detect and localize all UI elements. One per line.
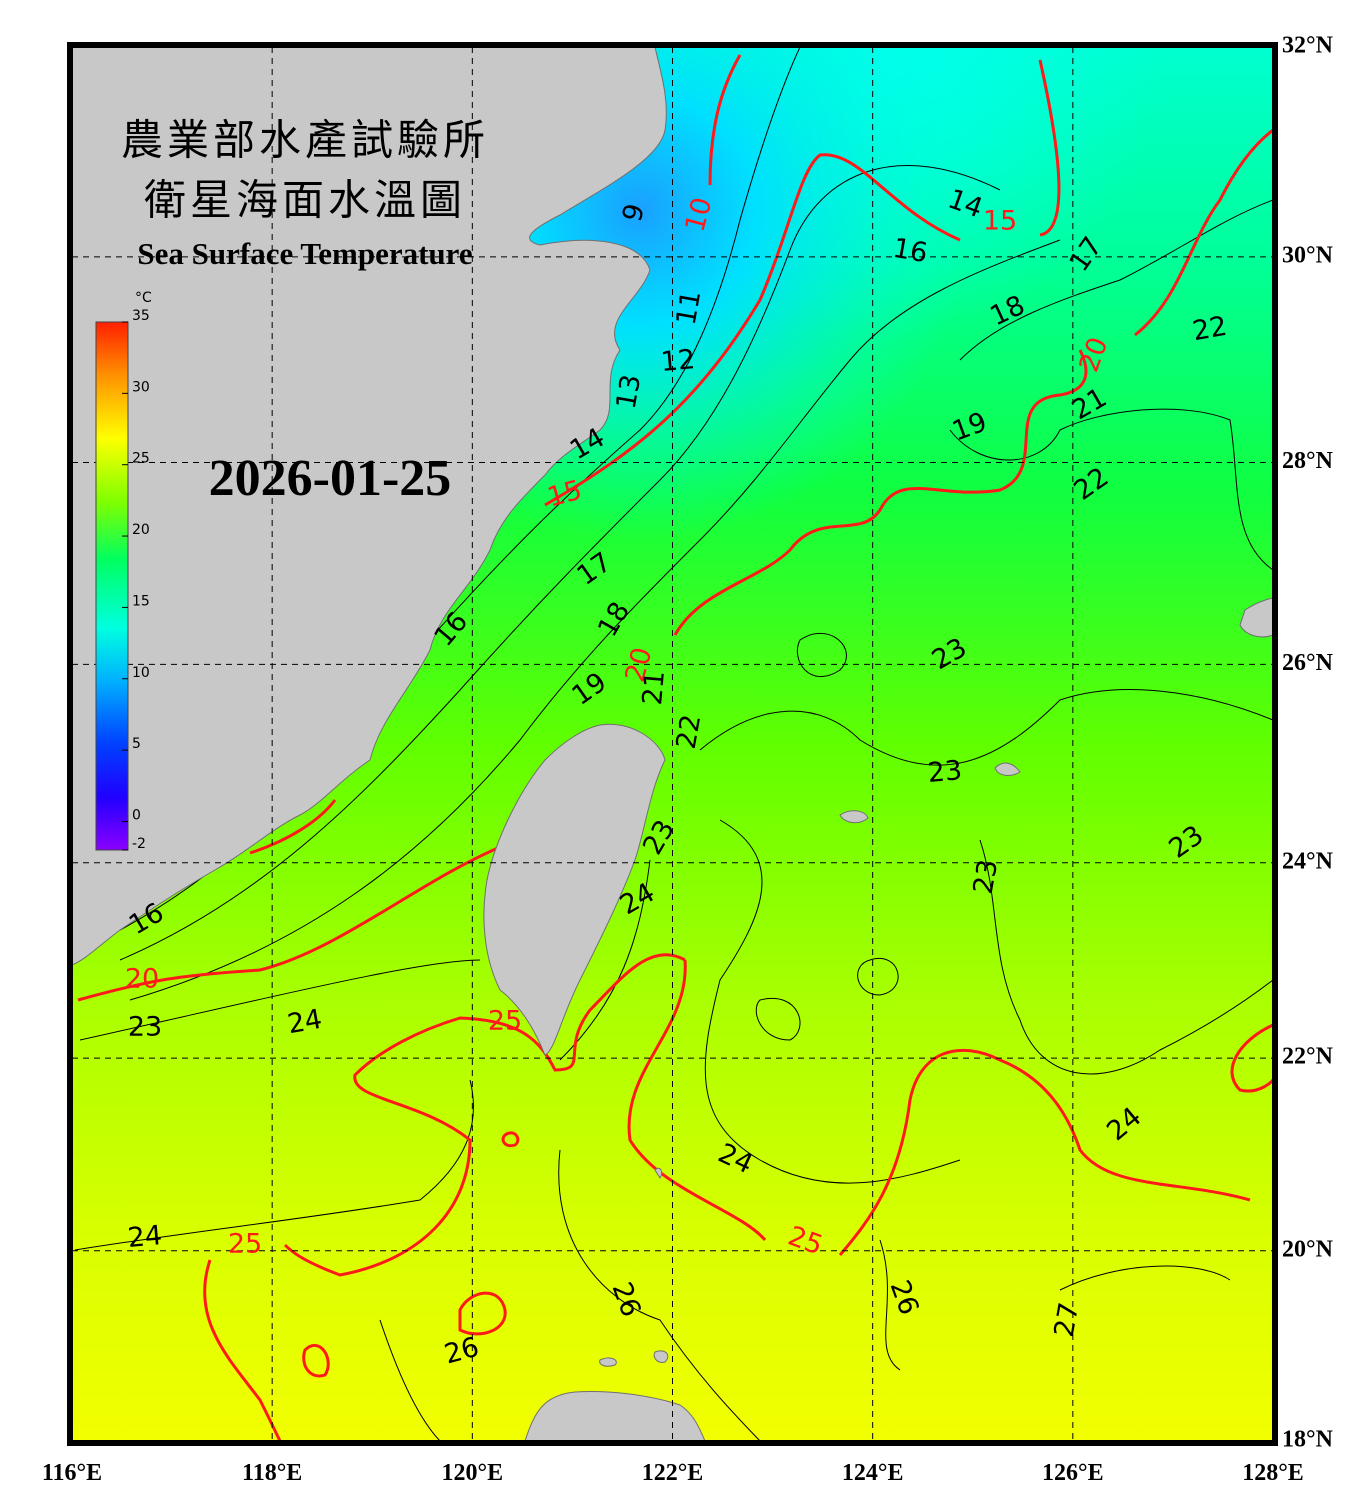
minor-isotherm-label: 24 [285,1004,324,1040]
title-zh-1: 農業部水產試驗所 [121,118,489,165]
y-tick-label: 32°N [1282,33,1334,59]
y-tick-label: 24°N [1282,848,1334,874]
title-en: Sea Surface Temperature [137,236,472,271]
x-tick-label: 116°E [42,1460,102,1486]
minor-isotherm-label: 23 [926,755,963,789]
minor-isotherm-label: 24 [126,1220,163,1254]
y-tick-label: 22°N [1282,1044,1334,1070]
colorbar-tick-label: 5 [132,736,141,752]
y-tick-label: 26°N [1282,650,1334,676]
axes: 116°E 118°E 120°E 122°E 124°E 126°E 128°E 18°N 2… [42,33,1334,1487]
colorbar-tick-label: 35 [132,308,150,324]
x-tick-label: 128°E [1242,1460,1304,1486]
major-isotherm-label: 20 [125,964,159,995]
minor-isotherm-label: 23 [968,857,1004,896]
major-isotherm-label: 25 [488,1006,522,1037]
minor-isotherm-label: 21 [637,669,671,706]
colorbar-tick-label: 0 [132,807,141,823]
luzon [524,1391,706,1441]
y-tick-label: 18°N [1282,1427,1334,1453]
graticule [72,47,1273,1441]
major-isotherm-label: 15 [983,206,1017,237]
minor-isotherm-label: 13 [611,372,647,411]
minor-isotherm-label: 22 [1190,311,1229,347]
minor-isotherm-label: 12 [659,344,696,378]
minor-isotherms [74,47,1273,1441]
colorbar-tick-label: 30 [132,379,150,395]
major-isotherm-label: 25 [228,1229,262,1260]
x-tick-label: 122°E [642,1460,704,1486]
colorbar-tick-label: 10 [132,665,150,681]
minor-isotherm-label: 16 [891,233,930,269]
x-tick-label: 124°E [842,1460,904,1486]
title-zh-2: 衛星海面水溫圖 [144,179,466,225]
colorbar-ticks: -2 0 5 10 15 20 25 30 35 [122,308,150,852]
y-tick-label: 30°N [1282,242,1334,268]
colorbar-tick-label: 25 [132,451,150,467]
x-tick-label: 126°E [1042,1460,1104,1486]
korea-island [1239,597,1273,638]
map-frame [67,42,1278,1446]
date: 2026-01-25 [209,450,452,507]
colorbar-tick-label: 15 [132,593,150,609]
colorbar-unit: °C [135,290,152,306]
colorbar [95,321,129,851]
minor-isotherm-label: 23 [128,1012,162,1043]
y-tick-label: 20°N [1282,1236,1334,1262]
x-tick-label: 118°E [242,1460,302,1486]
y-tick-label: 28°N [1282,448,1334,474]
colorbar-tick-label: 20 [132,522,150,538]
colorbar-tick-label: -2 [132,836,146,852]
taiwan [483,723,666,1056]
china-mainland [72,47,667,966]
minor-isotherm-label: 11 [671,288,707,327]
minor-isotherm-label: 27 [1049,1300,1085,1339]
land [72,47,1273,1441]
x-tick-label: 120°E [442,1460,504,1486]
minor-isotherm-label: 22 [671,712,707,751]
major-isotherms [77,54,1273,1441]
